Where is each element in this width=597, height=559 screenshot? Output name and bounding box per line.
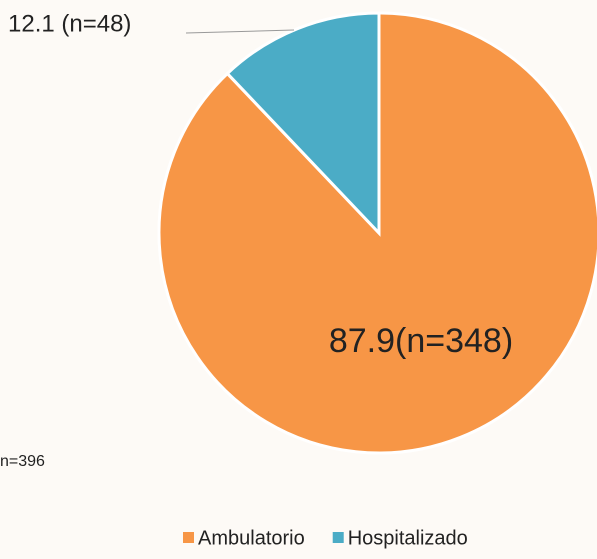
leader-line [185,29,295,34]
legend-label: Hospitalizado [348,527,468,549]
legend-swatch [332,532,344,543]
data-label: 12.1 (n=48) [8,10,131,37]
data-label: 87.9(n=348) [329,322,513,360]
annotation: n=396 [0,453,45,470]
legend-swatch [183,532,194,543]
pie-slice [225,11,381,237]
legend-label: Ambulatorio [198,527,305,549]
